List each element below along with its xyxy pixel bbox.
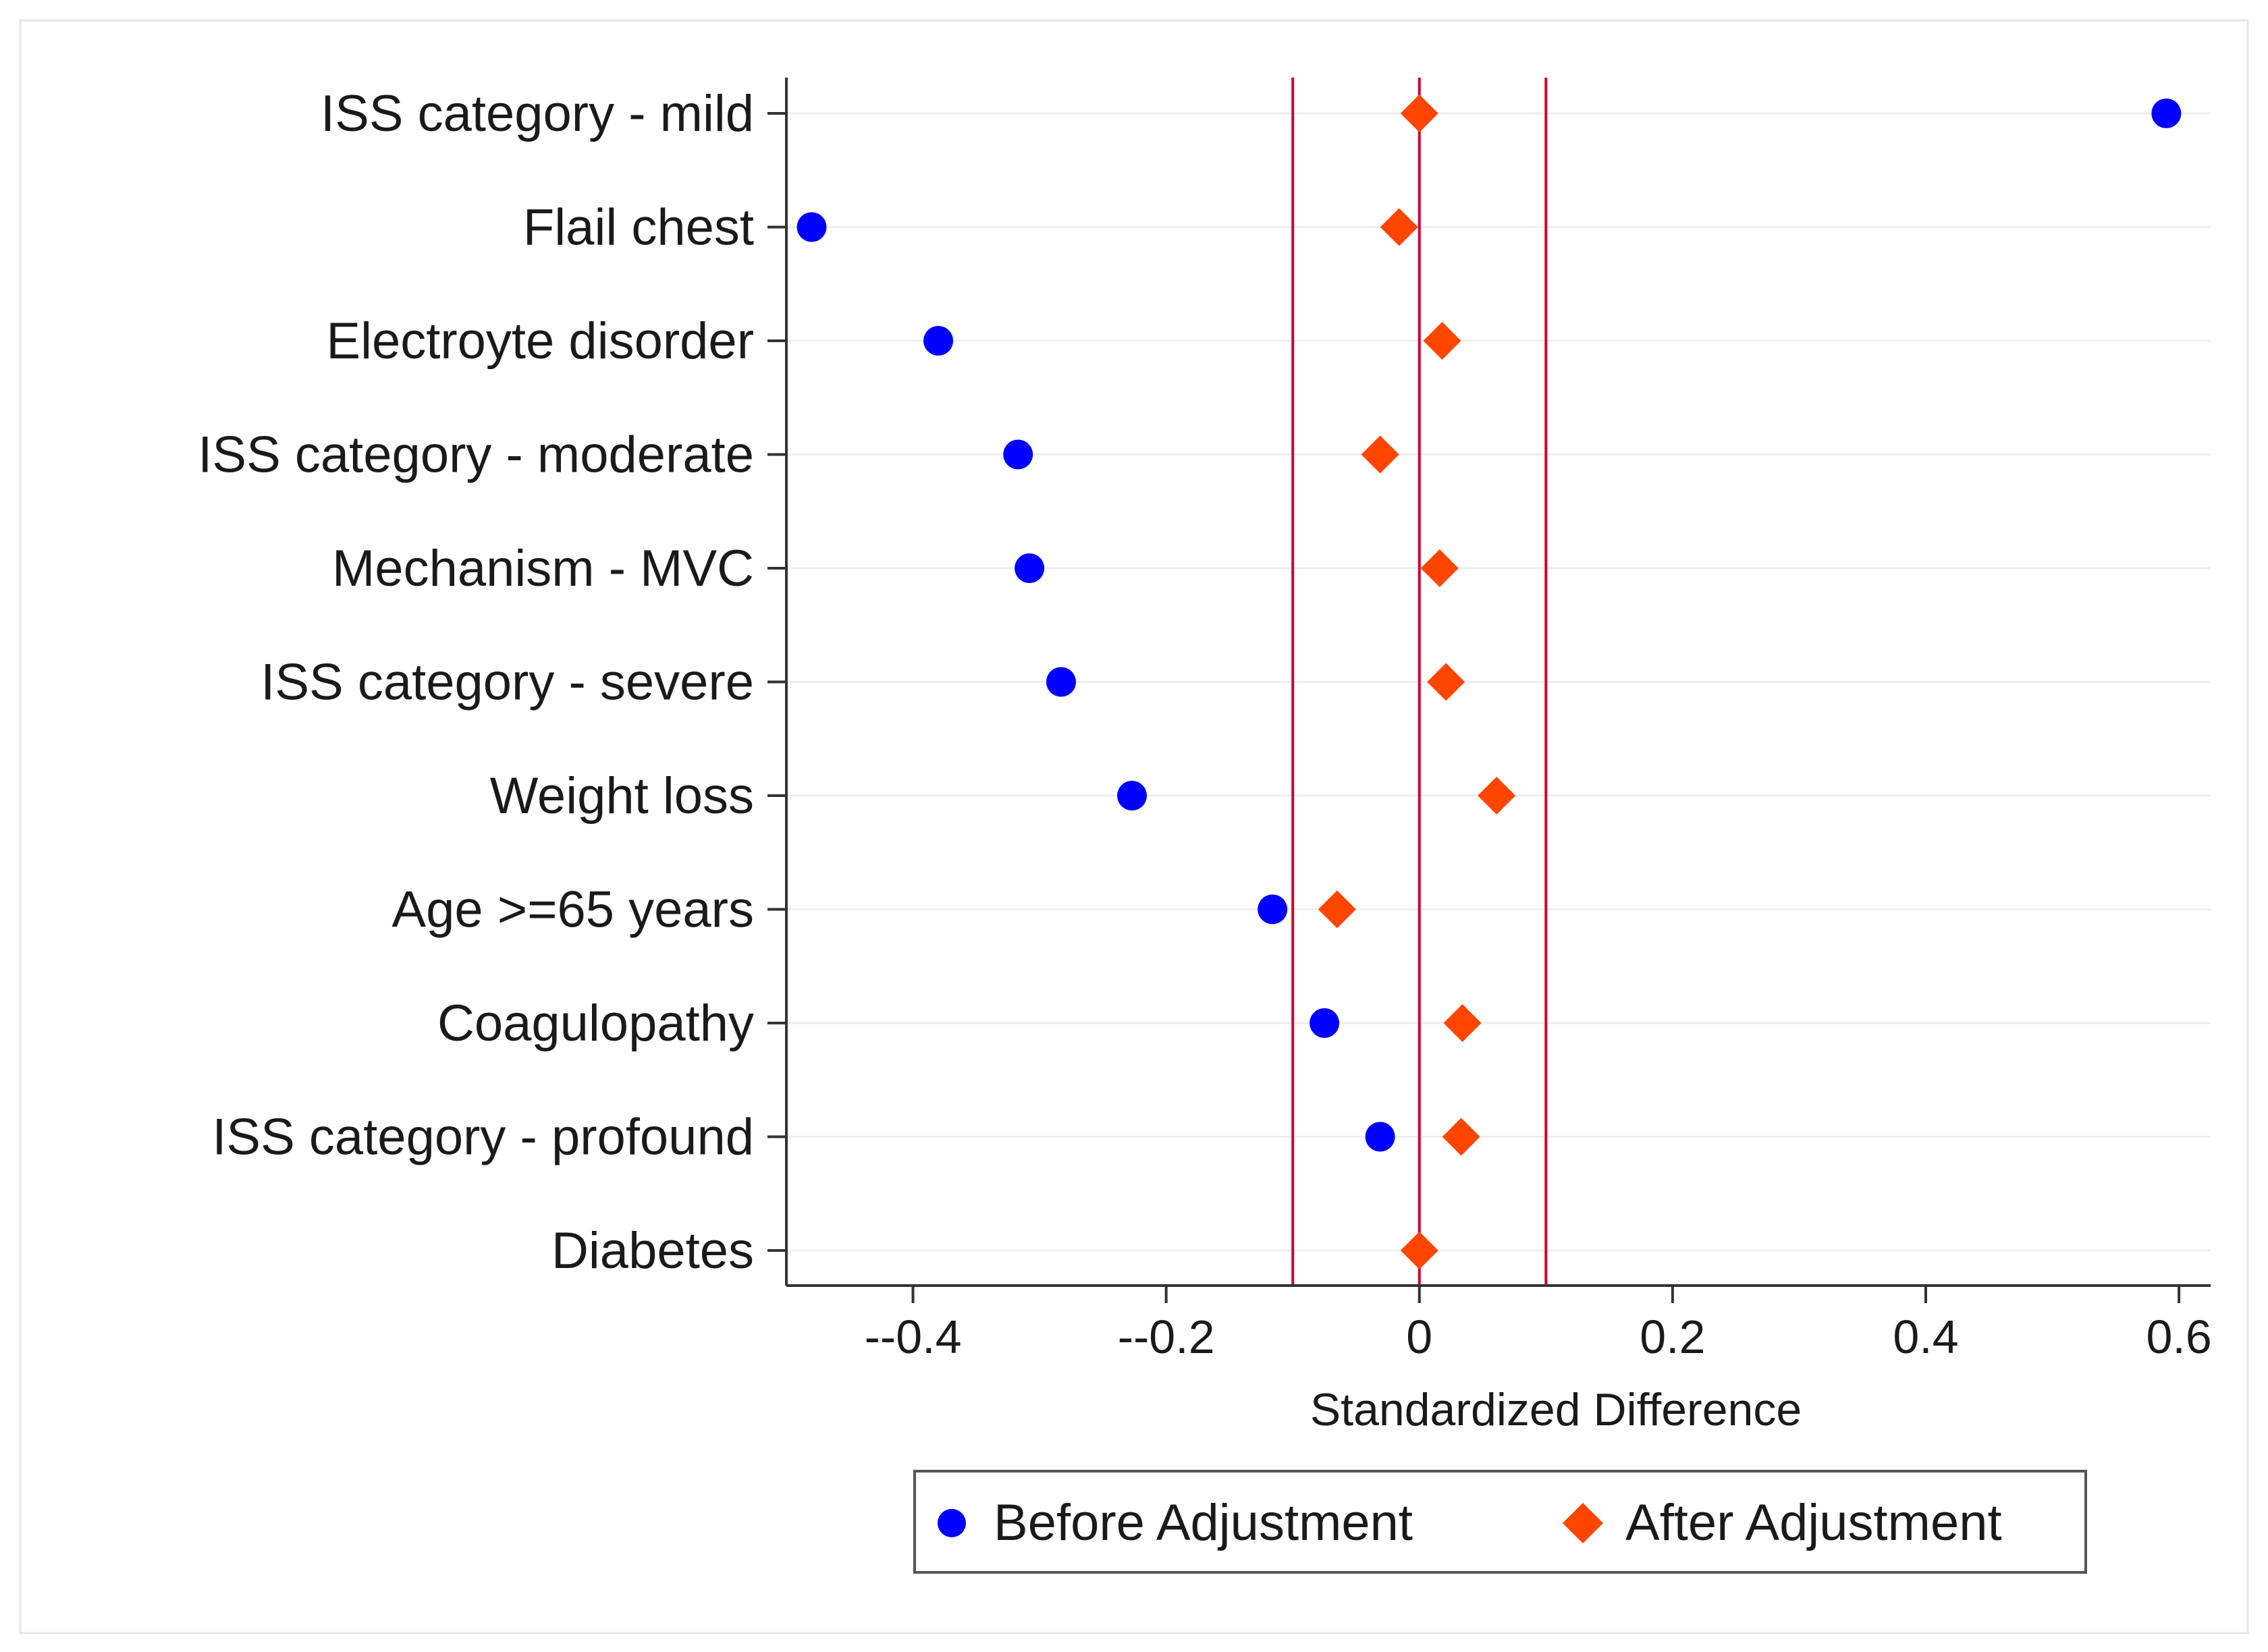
point-after-adjustment [1443, 1004, 1482, 1042]
legend: Before Adjustment After Adjustment [913, 1470, 2087, 1574]
point-before-adjustment [923, 326, 954, 356]
point-before-adjustment [1046, 667, 1076, 697]
point-after-adjustment [1423, 322, 1461, 360]
point-before-adjustment [1015, 553, 1045, 583]
point-after-adjustment [1427, 663, 1465, 701]
legend-item-before: Before Adjustment [938, 1494, 1413, 1551]
point-after-adjustment [1400, 1232, 1438, 1269]
legend-label-before: Before Adjustment [994, 1494, 1413, 1551]
x-tick-label: 0 [1406, 1311, 1432, 1363]
x-tick-label: --0.4 [865, 1311, 962, 1363]
point-after-adjustment [1420, 549, 1459, 587]
point-before-adjustment [1117, 781, 1148, 810]
point-before-adjustment [2151, 99, 2182, 128]
point-after-adjustment [1318, 890, 1356, 929]
point-after-adjustment [1442, 1118, 1480, 1156]
x-axis-label: Standardized Difference [1310, 1384, 1802, 1435]
chart-frame [19, 19, 2249, 1634]
point-before-adjustment [1365, 1122, 1395, 1152]
y-tick-label: ISS category - moderate [198, 426, 754, 484]
y-axis-ticks: ISS category - mild Flail chest Electroyte… [198, 85, 786, 1279]
point-before-adjustment [1258, 894, 1288, 925]
point-after-adjustment [1380, 208, 1418, 246]
series-points [796, 94, 2182, 1269]
x-tick-label: 0.4 [1893, 1311, 1958, 1363]
y-tick-label: Age >=65 years [392, 881, 754, 939]
legend-marker-after [1563, 1503, 1603, 1543]
point-before-adjustment [796, 212, 827, 242]
point-after-adjustment [1478, 777, 1516, 815]
x-tick-label: 0.6 [2146, 1311, 2211, 1363]
point-before-adjustment [1310, 1008, 1340, 1038]
legend-marker-before [938, 1509, 966, 1537]
x-tick-label: 0.2 [1640, 1311, 1705, 1363]
y-tick-label: ISS category - mild [321, 85, 754, 142]
y-tick-label: Weight loss [490, 767, 754, 825]
y-tick-label: Diabetes [551, 1222, 754, 1279]
point-after-adjustment [1361, 435, 1399, 474]
y-tick-label: Coagulopathy [437, 995, 754, 1052]
y-tick-label: ISS category - severe [261, 654, 754, 711]
y-tick-label: Electroyte disorder [326, 312, 754, 370]
reference-lines [1291, 78, 1548, 1286]
y-tick-label: ISS category - profound [212, 1109, 754, 1166]
y-tick-label: Flail chest [523, 199, 754, 256]
point-before-adjustment [1003, 439, 1033, 470]
legend-label-after: After Adjustment [1625, 1494, 2002, 1551]
y-tick-label: Mechanism - MVC [332, 540, 754, 597]
legend-item-after: After Adjustment [1563, 1494, 2002, 1551]
point-after-adjustment [1400, 94, 1438, 132]
x-tick-label: --0.2 [1118, 1311, 1215, 1363]
x-axis-ticks: --0.4 --0.2 0 0.2 0.4 0.6 [865, 1286, 2212, 1363]
legend-box [913, 1470, 2087, 1574]
